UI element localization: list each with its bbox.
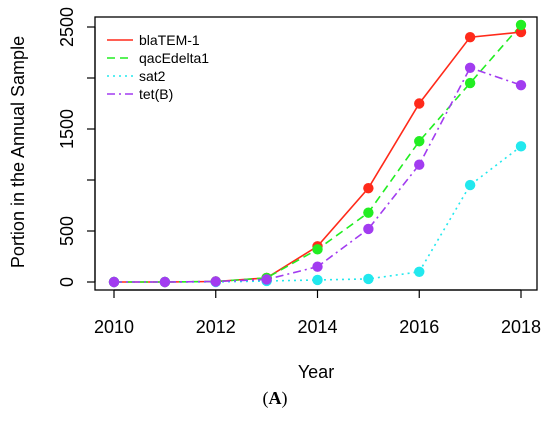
y-tick-label: 0 bbox=[57, 277, 77, 287]
y-tick-label: 1500 bbox=[57, 109, 77, 149]
legend-label-sat2: sat2 bbox=[139, 68, 166, 84]
data-point-sat2 bbox=[312, 274, 323, 286]
data-point-blaTEM-1 bbox=[363, 182, 374, 194]
x-tick-label: 2010 bbox=[94, 317, 134, 337]
data-point-tet(B) bbox=[159, 276, 171, 288]
x-tick-label: 2016 bbox=[399, 317, 439, 337]
legend: blaTEM-1 qacEdelta1 sat2 tet(B) bbox=[107, 32, 209, 102]
x-tick-label: 2014 bbox=[297, 317, 337, 337]
data-point-sat2 bbox=[464, 179, 476, 191]
y-axis: 0 500 1500 2500 bbox=[57, 7, 96, 287]
x-axis: 2010 2012 2014 2016 2018 bbox=[94, 289, 541, 337]
data-point-blaTEM-1 bbox=[414, 98, 425, 109]
data-point-qacEdelta1 bbox=[414, 136, 425, 147]
data-point-tet(B) bbox=[108, 276, 120, 288]
data-point-tet(B) bbox=[210, 276, 221, 287]
panel-label-open: ( bbox=[262, 388, 269, 408]
data-point-tet(B) bbox=[414, 159, 425, 170]
y-tick-label: 2500 bbox=[57, 7, 77, 47]
data-point-blaTEM-1 bbox=[464, 32, 476, 43]
data-point-qacEdelta1 bbox=[363, 207, 374, 218]
x-tick-label: 2018 bbox=[501, 317, 541, 337]
x-axis-label: Year bbox=[298, 362, 334, 382]
data-point-qacEdelta1 bbox=[515, 19, 527, 31]
data-point-sat2 bbox=[363, 273, 374, 285]
plot-points bbox=[108, 19, 527, 288]
data-point-blaTEM-1 bbox=[515, 26, 527, 38]
legend-label-qacEdelta1: qacEdelta1 bbox=[139, 50, 209, 66]
data-point-tet(B) bbox=[464, 62, 476, 73]
data-point-qacEdelta1 bbox=[312, 244, 323, 255]
legend-label-blaTEM-1: blaTEM-1 bbox=[139, 32, 200, 48]
data-point-tet(B) bbox=[363, 223, 374, 235]
legend-label-tet(B): tet(B) bbox=[139, 86, 173, 102]
data-point-tet(B) bbox=[261, 274, 272, 285]
data-point-sat2 bbox=[515, 141, 527, 152]
data-point-tet(B) bbox=[515, 79, 527, 91]
panel-label-letter: A bbox=[268, 388, 282, 408]
x-tick-label: 2012 bbox=[196, 317, 236, 337]
data-point-tet(B) bbox=[312, 261, 323, 272]
data-point-qacEdelta1 bbox=[464, 77, 476, 89]
data-point-sat2 bbox=[414, 266, 425, 277]
y-tick-label: 500 bbox=[57, 216, 77, 246]
panel-label: (A) bbox=[0, 388, 550, 409]
panel-label-close: ) bbox=[281, 388, 288, 408]
y-axis-label: Portion in the Annual Sample bbox=[8, 36, 28, 268]
